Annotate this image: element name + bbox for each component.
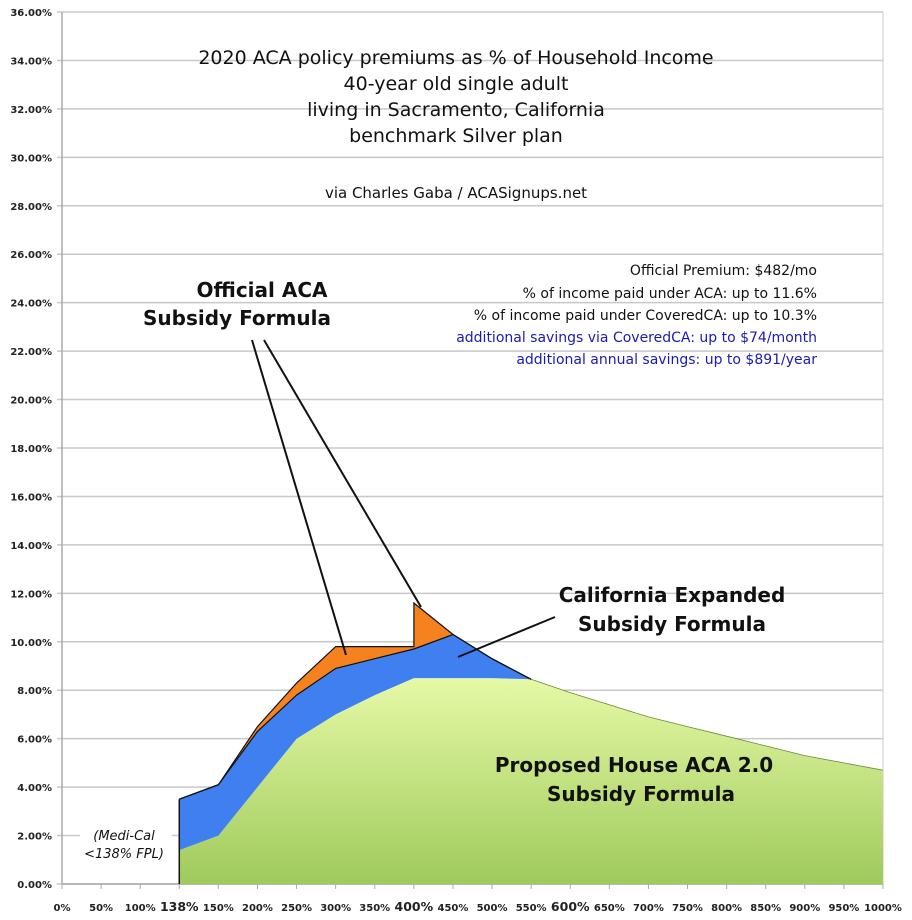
annotation-text: (Medi-Cal <box>93 829 155 844</box>
x-tick-label: 138% <box>160 899 199 914</box>
x-tick-label: 150% <box>203 903 234 914</box>
y-tick-label: 30.00% <box>10 153 52 164</box>
x-tick-label: 650% <box>594 903 625 914</box>
x-tick-label: 0% <box>54 903 71 914</box>
y-tick-label: 6.00% <box>17 735 52 746</box>
x-tick-label: 500% <box>477 903 508 914</box>
annotation-text: Official ACA <box>197 278 328 302</box>
series-areas <box>178 601 884 884</box>
subtitle: via Charles Gaba / ACASignups.net <box>325 184 587 202</box>
y-tick-label: 34.00% <box>10 56 52 67</box>
info-line: additional annual savings: up to $891/ye… <box>516 352 817 368</box>
x-tick-label: 700% <box>633 903 664 914</box>
annotation-text: Subsidy Formula <box>578 612 766 636</box>
callout-line <box>457 616 556 658</box>
annotation-text: California Expanded <box>559 583 786 607</box>
x-tick-label: 850% <box>750 903 781 914</box>
y-tick-label: 18.00% <box>10 444 52 455</box>
x-axis: 0% 50% 100% 138% 150% 200% 250% 300% 350% 400% 450… <box>54 884 902 914</box>
area-house-aca-2 <box>179 678 884 884</box>
x-tick-label: 200% <box>242 903 273 914</box>
annotation-text: Proposed House ACA 2.0 <box>495 753 773 777</box>
x-tick-label: 950% <box>828 903 859 914</box>
x-tick-label: 350% <box>359 903 390 914</box>
x-tick-label: 300% <box>320 903 351 914</box>
callout-line <box>251 339 347 656</box>
x-tick-label: 250% <box>281 903 312 914</box>
y-tick-label: 28.00% <box>10 202 52 213</box>
x-tick-label: 800% <box>711 903 742 914</box>
y-tick-label: 36.00% <box>10 8 52 19</box>
y-tick-label: 0.00% <box>17 880 52 891</box>
y-tick-label: 4.00% <box>17 783 52 794</box>
y-tick-label: 8.00% <box>17 686 52 697</box>
annotation-text: <138% FPL) <box>84 847 164 862</box>
y-tick-label: 20.00% <box>10 396 52 407</box>
annotation-medi-cal: (Medi-Cal <138% FPL) <box>80 822 172 862</box>
y-tick-label: 32.00% <box>10 105 52 116</box>
title-line: living in Sacramento, California <box>307 99 605 121</box>
info-line: % of income paid under CoveredCA: up to … <box>474 308 817 324</box>
info-box: Official Premium: $482/mo % of income pa… <box>456 263 817 368</box>
x-tick-label: 100% <box>125 903 156 914</box>
annotation-ca: California Expanded Subsidy Formula <box>457 583 786 658</box>
x-tick-label: 450% <box>437 903 468 914</box>
info-line: % of income paid under ACA: up to 11.6% <box>523 286 817 302</box>
y-tick-label: 10.00% <box>10 638 52 649</box>
y-tick-label: 2.00% <box>17 832 52 843</box>
line-house <box>530 678 884 771</box>
x-tick-label: 50% <box>89 903 113 914</box>
y-tick-label: 22.00% <box>10 347 52 358</box>
y-tick-label: 12.00% <box>10 589 52 600</box>
x-tick-label: 400% <box>395 899 434 914</box>
title-line: benchmark Silver plan <box>349 125 563 147</box>
info-line: additional savings via CoveredCA: up to … <box>456 330 817 346</box>
annotation-text: Subsidy Formula <box>143 306 331 330</box>
y-axis: 0.00% 2.00% 4.00% 6.00% 8.00% 10.00% 12.00% 14.… <box>10 8 52 891</box>
title-line: 2020 ACA policy premiums as % of Househo… <box>198 47 713 69</box>
y-tick-label: 14.00% <box>10 541 52 552</box>
info-line: Official Premium: $482/mo <box>630 263 817 279</box>
line-coveredca <box>179 633 532 800</box>
x-tick-label: 750% <box>672 903 703 914</box>
y-tick-label: 24.00% <box>10 299 52 310</box>
x-tick-label: 600% <box>551 899 590 914</box>
annotation-house: Proposed House ACA 2.0 Subsidy Formula <box>495 753 773 806</box>
callout-line <box>263 339 422 608</box>
annotation-aca: Official ACA Subsidy Formula <box>143 278 422 656</box>
x-tick-label: 1000% <box>864 903 902 914</box>
x-tick-label: 550% <box>516 903 547 914</box>
title-line: 40-year old single adult <box>344 73 569 95</box>
chart-title: 2020 ACA policy premiums as % of Househo… <box>198 47 713 202</box>
y-tick-label: 16.00% <box>10 492 52 503</box>
y-tick-label: 26.00% <box>10 250 52 261</box>
annotation-text: Subsidy Formula <box>547 782 735 806</box>
x-tick-label: 900% <box>789 903 820 914</box>
